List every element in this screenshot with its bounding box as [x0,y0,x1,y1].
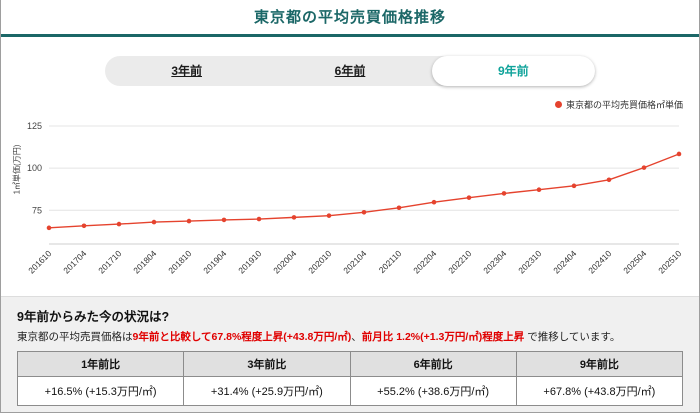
data-point [116,221,122,227]
summary-text-segment: で推移しています。 [524,331,621,343]
x-tick-label: 202310 [516,248,543,275]
summary-sentence: 東京都の平均売買価格は9年前と比較して67.8%程度上昇(+43.8万円/㎡)、… [17,331,683,344]
data-point [431,199,437,205]
data-point [151,219,157,225]
tab-6-years-ago[interactable]: 6年前 [334,64,366,78]
y-tick-label: 75 [32,205,42,215]
x-tick-label: 202404 [551,248,578,275]
compare-value-cell: +31.4% (+25.9万円/㎡) [183,376,351,406]
x-tick-label: 201904 [201,248,228,275]
period-tab-bar: 3年前 6年前 9年前 [105,56,595,86]
comparison-header-row: 1年前比 3年前比 6年前比 9年前比 [16,351,684,377]
x-tick-label: 202510 [656,248,683,275]
x-tick-label: 202410 [586,248,613,275]
data-point [326,213,332,218]
data-point [396,205,402,211]
data-point [536,187,542,193]
x-tick-label: 201804 [131,248,158,275]
x-tick-label: 202104 [341,248,368,275]
tab-9-years-ago[interactable]: 9年前 [431,56,595,86]
chart-area: 東京都の平均売買価格㎡単価 1㎡単価(万円) 75 100 125 201610 201… [1,92,699,292]
x-tick-label: 202010 [306,248,333,275]
y-tick-label: 100 [27,163,42,173]
data-point [676,151,682,157]
x-tick-label: 201704 [61,248,88,275]
data-point [571,183,577,189]
price-trend-chart: 75 100 125 201610 201704 201710 201804 201810 20… [26,121,683,275]
page-title: 東京都の平均売買価格推移 [253,9,446,26]
x-tick-label: 202110 [377,248,404,275]
data-point [46,225,52,231]
compare-value-cell: +67.8% (+43.8万円/㎡) [515,376,684,406]
y-tick-label: 125 [27,121,42,131]
summary-text-segment: 9年前と比較して67.8%程度上昇 [132,331,284,343]
trend-line [48,153,680,229]
x-tick-label: 201810 [166,248,193,275]
data-point [606,177,612,183]
x-tick-label: 202210 [446,248,473,275]
legend-label: 東京都の平均売買価格㎡単価 [565,100,683,110]
tab-3-years-ago[interactable]: 3年前 [171,64,202,78]
data-point [501,191,507,196]
header-divider [1,34,699,37]
data-point [361,210,367,215]
chart-legend: 東京都の平均売買価格㎡単価 [554,98,683,111]
comparison-table: 1年前比 3年前比 6年前比 9年前比 +16.5% (+15.3万円/㎡) +31.4… [16,351,684,406]
comparison-value-row: +16.5% (+15.3万円/㎡) +31.4% (+25.9万円/㎡) +55.… [16,376,684,406]
x-tick-label: 202004 [271,248,298,275]
compare-value-cell: +16.5% (+15.3万円/㎡) [16,376,185,406]
x-tick-label: 202304 [481,248,508,275]
data-point [641,165,647,170]
data-point [221,217,227,223]
x-tick-label: 201710 [96,248,123,275]
summary-heading: 9年前からみた今の状況は? [17,310,170,324]
legend-marker-icon [554,101,562,108]
data-point [466,195,472,200]
summary-text-segment: (+1.3万円/㎡) [420,331,483,343]
compare-period-header: 6年前比 [349,351,517,377]
summary-text-segment: (+43.8万円/㎡) [283,331,352,343]
compare-period-header: 3年前比 [183,351,351,377]
data-point [81,223,87,229]
compare-period-header: 1年前比 [16,351,185,377]
page-header: 東京都の平均売買価格推移 [1,0,699,27]
data-point [291,215,297,220]
data-point [256,216,262,222]
x-tick-label: 201610 [26,248,53,275]
summary-text-segment: 、 [351,331,362,343]
summary-text-segment: 程度上昇 [482,331,525,343]
compare-period-header: 9年前比 [515,351,684,377]
data-point [186,218,192,224]
x-tick-label: 202504 [621,248,648,275]
compare-value-cell: +55.2% (+38.6万円/㎡) [349,376,517,406]
summary-panel: 9年前からみた今の状況は? 東京都の平均売買価格は9年前と比較して67.8%程度… [1,296,699,412]
summary-text-segment: 東京都の平均売買価格は [17,331,133,343]
x-tick-label: 202204 [411,248,438,275]
summary-text-segment: 前月比 1.2% [361,331,421,343]
x-tick-label: 201910 [236,248,263,275]
